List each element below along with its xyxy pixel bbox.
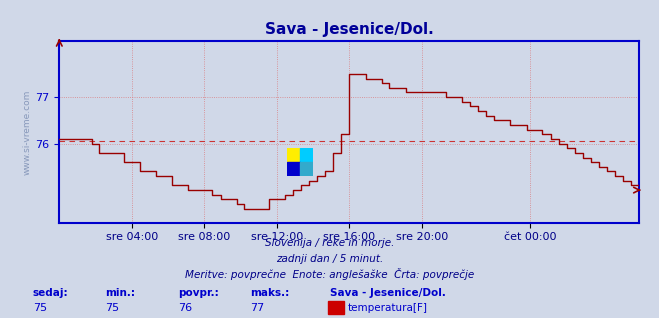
Text: sedaj:: sedaj: [33,288,69,298]
Text: 75: 75 [105,303,119,313]
Bar [287,148,300,162]
Text: maks.:: maks.: [250,288,290,298]
Y-axis label: www.si-vreme.com: www.si-vreme.com [22,89,31,175]
Text: 76: 76 [178,303,192,313]
Text: min.:: min.: [105,288,136,298]
Text: Meritve: povprečne  Enote: anglešaške  Črta: povprečje: Meritve: povprečne Enote: anglešaške Črt… [185,268,474,280]
Bar [287,162,300,176]
Bar [300,148,313,162]
Text: 77: 77 [250,303,265,313]
Title: Sava - Jesenice/Dol.: Sava - Jesenice/Dol. [265,22,434,38]
Text: Sava - Jesenice/Dol.: Sava - Jesenice/Dol. [330,288,445,298]
Text: 75: 75 [33,303,47,313]
Text: zadnji dan / 5 minut.: zadnji dan / 5 minut. [276,254,383,264]
Text: Slovenija / reke in morje.: Slovenija / reke in morje. [265,238,394,248]
Text: temperatura[F]: temperatura[F] [348,303,428,313]
Text: povpr.:: povpr.: [178,288,219,298]
Bar [300,162,313,176]
